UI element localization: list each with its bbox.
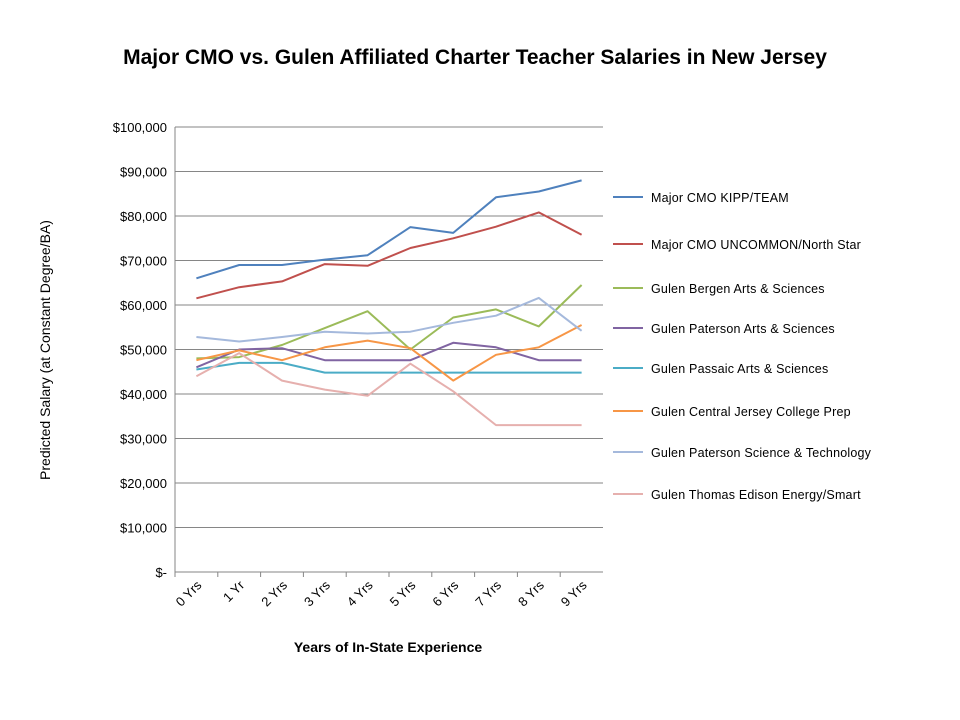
x-axis-title: Years of In-State Experience (294, 639, 483, 655)
legend-swatch (613, 243, 643, 245)
legend-swatch (613, 451, 643, 453)
legend-label: Gulen Paterson Science & Technology (651, 446, 872, 460)
series-line-3 (196, 284, 583, 360)
y-tick-label: $20,000 (120, 476, 167, 491)
x-tick-label: 3 Yrs (301, 577, 333, 609)
legend-label: Gulen Passaic Arts & Sciences (651, 362, 829, 376)
y-tick-label: $50,000 (120, 343, 167, 358)
x-tick-label: 8 Yrs (515, 577, 547, 609)
legend-swatch (613, 493, 643, 495)
x-tick-label: 0 Yrs (173, 577, 205, 609)
y-tick-label: $100,000 (113, 120, 167, 135)
x-tick-label: 5 Yrs (387, 577, 419, 609)
legend-label: Gulen Bergen Arts & Sciences (651, 282, 825, 296)
y-tick-label: $90,000 (120, 165, 167, 180)
x-tick-label: 7 Yrs (472, 577, 504, 609)
series-line-2 (196, 211, 583, 300)
x-tick-label: 2 Yrs (258, 577, 290, 609)
y-tick-label: $- (155, 565, 167, 580)
y-tick-label: $10,000 (120, 521, 167, 536)
legend-label: Gulen Thomas Edison Energy/Smart (651, 488, 861, 502)
x-tick-label: 4 Yrs (344, 577, 376, 609)
series-line-1 (196, 179, 582, 280)
legend-label: Major CMO KIPP/TEAM (651, 191, 789, 205)
y-tick-label: $30,000 (120, 432, 167, 447)
legend-swatch (613, 410, 643, 412)
x-tick-label: 6 Yrs (429, 577, 461, 609)
legend-swatch (613, 287, 643, 289)
series-line-7 (196, 296, 583, 343)
series-line-4 (196, 341, 582, 369)
legend-label: Major CMO UNCOMMON/North Star (651, 238, 861, 252)
legend-swatch (613, 327, 643, 329)
legend-label: Gulen Paterson Arts & Sciences (651, 322, 835, 336)
legend-swatch (613, 367, 643, 369)
y-tick-label: $70,000 (120, 254, 167, 269)
y-axis-title: Predicted Salary (at Constant Degree/BA) (37, 220, 53, 480)
y-tick-label: $80,000 (120, 209, 167, 224)
legend-label: Gulen Central Jersey College Prep (651, 405, 851, 419)
series-line-8 (195, 352, 582, 427)
x-tick-label: 9 Yrs (558, 577, 590, 609)
chart-title: Major CMO vs. Gulen Affiliated Charter T… (123, 46, 827, 69)
series-line-6 (196, 324, 583, 382)
y-tick-label: $40,000 (120, 387, 167, 402)
x-axis-ticks: 0 Yrs 1 Yr 2 Yrs 3 Yrs 4 Yrs 5 Yrs 6 Yrs 7 Yrs 8… (173, 572, 590, 609)
y-axis-ticks: $- $10,000 $20,000 $30,000 $40,000 $50,000 $60… (113, 120, 167, 580)
x-tick-label: 1 Yr (220, 577, 248, 605)
series-line-5 (196, 361, 582, 374)
legend-swatch (613, 196, 643, 198)
y-tick-label: $60,000 (120, 298, 167, 313)
series-lines (195, 179, 583, 427)
